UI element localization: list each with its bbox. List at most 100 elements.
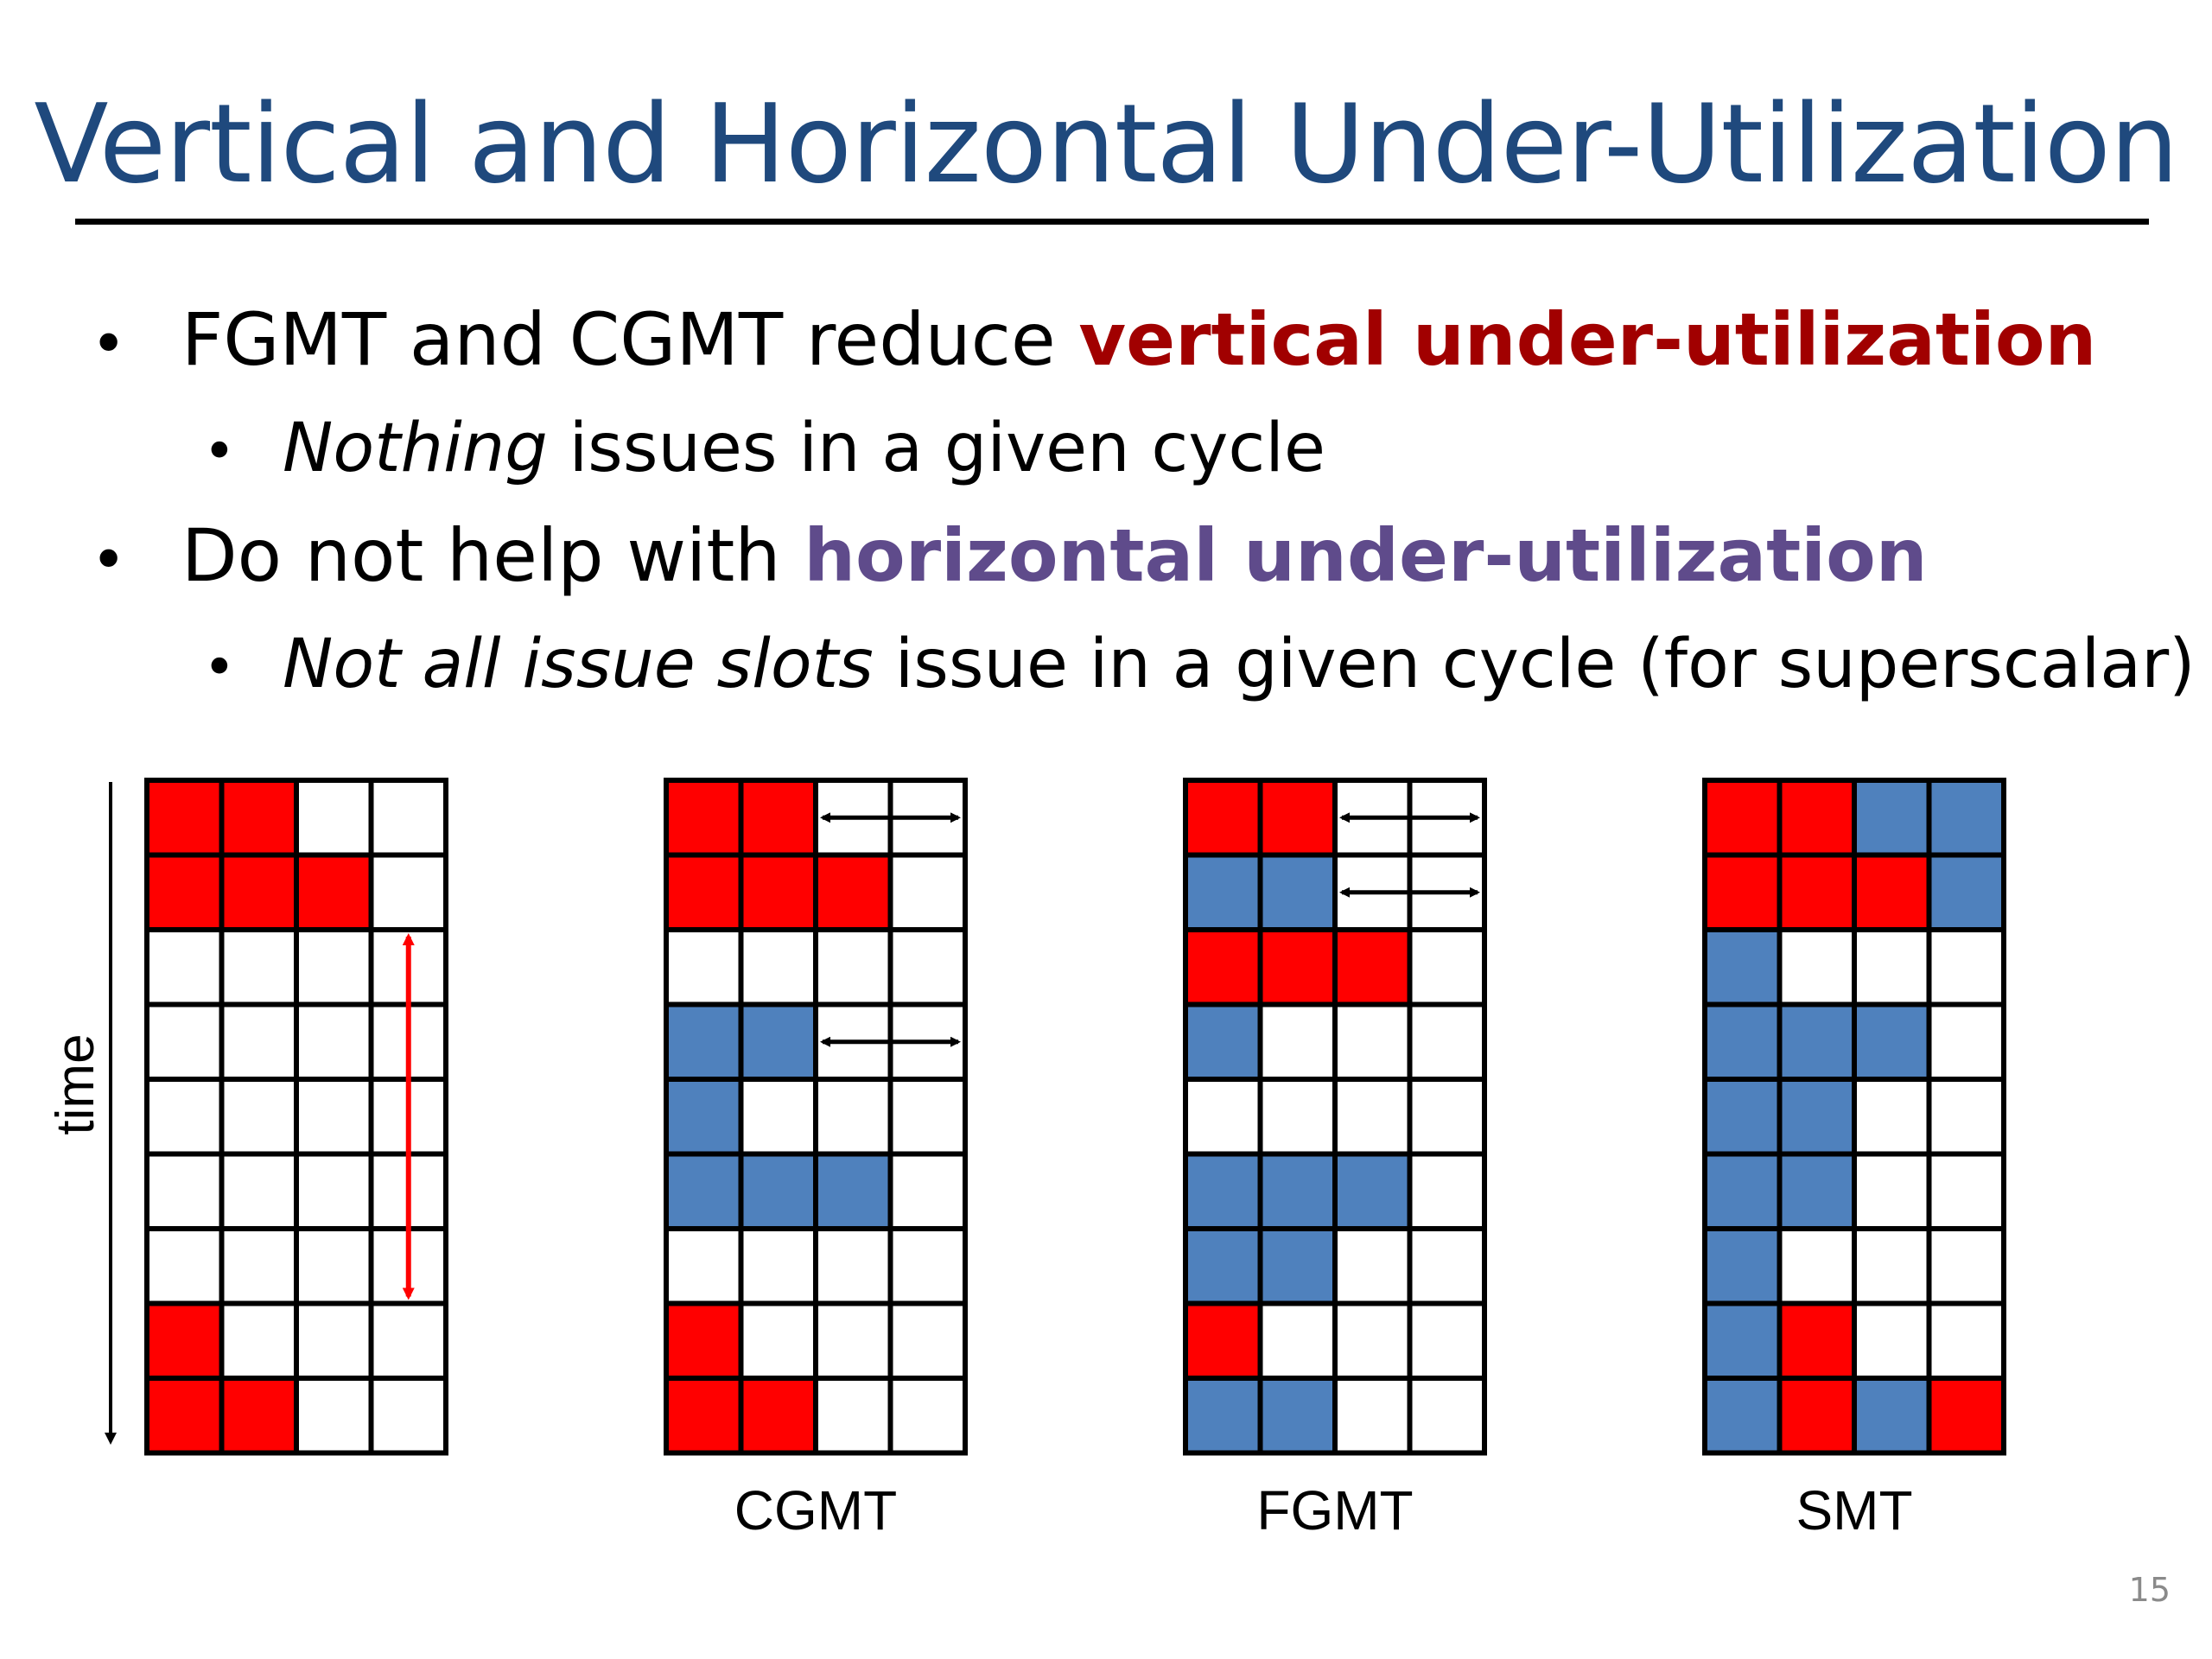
issue-slot <box>1852 1077 1932 1157</box>
issue-slot <box>1926 1001 2006 1082</box>
issue-slot <box>738 852 818 932</box>
issue-slot <box>813 1376 893 1456</box>
issue-slot <box>1702 1077 1783 1157</box>
sub-bullet-2-italic: Not all issue slots <box>283 626 874 703</box>
issue-slot <box>1926 1226 2006 1306</box>
issue-slot <box>813 1077 893 1157</box>
issue-slot <box>1407 1300 1487 1381</box>
issue-slot <box>144 778 225 858</box>
issue-grid-smt: SMT <box>1702 778 2006 1541</box>
issue-slot <box>1407 1226 1487 1306</box>
issue-slot <box>1852 852 1932 932</box>
issue-slot <box>368 1376 448 1456</box>
issue-slot <box>219 1151 299 1231</box>
bullet-2: Do not help with horizontal under-utiliz… <box>181 508 1928 603</box>
issue-slot <box>664 1077 744 1157</box>
grid-label-fgmt: FGMT <box>1256 1479 1413 1541</box>
issue-slot <box>144 1001 225 1082</box>
issue-slot <box>219 1300 299 1381</box>
issue-slot <box>219 1226 299 1306</box>
issue-slot <box>1407 1077 1487 1157</box>
issue-slot <box>144 852 225 932</box>
issue-slot <box>887 852 968 932</box>
issue-slot <box>1777 1077 1857 1157</box>
issue-slot <box>664 852 744 932</box>
issue-slot <box>1926 852 2006 932</box>
issue-grid-fgmt: FGMT <box>1183 778 1487 1541</box>
issue-slot <box>887 927 968 1007</box>
issue-slot <box>887 1226 968 1306</box>
issue-slot <box>294 1001 374 1082</box>
issue-slot <box>664 1151 744 1231</box>
issue-slot <box>738 1226 818 1306</box>
issue-slot <box>1777 1001 1857 1082</box>
issue-slot <box>1926 1151 2006 1231</box>
issue-slot <box>1852 927 1932 1007</box>
issue-slot <box>294 927 374 1007</box>
issue-slot <box>1332 1376 1413 1456</box>
issue-slot <box>294 852 374 932</box>
issue-slot <box>294 1300 374 1381</box>
issue-slot <box>219 1376 299 1456</box>
issue-slot <box>1183 1001 1263 1082</box>
sub-bullet-1: Nothing issues in a given cycle <box>283 401 1325 496</box>
issue-slot <box>738 1300 818 1381</box>
issue-slot <box>1332 1077 1413 1157</box>
issue-slot <box>1777 927 1857 1007</box>
issue-slot <box>1852 1376 1932 1456</box>
issue-slot <box>144 1151 225 1231</box>
page-number: 15 <box>2128 1571 2171 1609</box>
issue-slot <box>887 1077 968 1157</box>
issue-slot <box>368 778 448 858</box>
issue-slot <box>1257 1300 1338 1381</box>
issue-slot <box>1183 1300 1263 1381</box>
issue-slot <box>1407 1151 1487 1231</box>
issue-slot <box>1332 1001 1413 1082</box>
bullet-1: FGMT and CGMT reduce vertical under-util… <box>181 292 2096 387</box>
issue-slot <box>1257 1226 1338 1306</box>
issue-slot <box>1852 1226 1932 1306</box>
issue-slot <box>1183 778 1263 858</box>
issue-slot <box>1332 1226 1413 1306</box>
issue-slot <box>1702 1151 1783 1231</box>
issue-slot <box>144 1300 225 1381</box>
sub-bullet-dot: • <box>203 420 236 484</box>
issue-slot <box>664 1226 744 1306</box>
bullet-2-text: Do not help with <box>181 513 804 598</box>
issue-slot <box>144 1226 225 1306</box>
issue-slot <box>1702 1226 1783 1306</box>
slide-title: Vertical and Horizontal Under-Utilizatio… <box>34 80 2178 207</box>
grid-label-smt: SMT <box>1796 1479 1912 1541</box>
issue-slot <box>887 1376 968 1456</box>
issue-slot <box>294 778 374 858</box>
issue-slot <box>144 1376 225 1456</box>
issue-slot <box>1183 852 1263 932</box>
issue-slot <box>887 1151 968 1231</box>
issue-slot <box>219 778 299 858</box>
sub-bullet-2: Not all issue slots issue in a given cyc… <box>283 617 2196 712</box>
title-rule <box>75 219 2149 225</box>
issue-slot <box>1183 1151 1263 1231</box>
vertical-under-utilization-highlight: vertical under-utilization <box>1078 297 2097 382</box>
issue-grid-cgmt: CGMT <box>664 778 968 1541</box>
grids-group: CGMT FGMT SMT <box>144 778 2006 1541</box>
issue-slot <box>1257 1151 1338 1231</box>
issue-slot <box>1702 778 1783 858</box>
issue-slot <box>1926 1300 2006 1381</box>
issue-slot <box>1332 927 1413 1007</box>
issue-slot <box>738 1077 818 1157</box>
issue-slot <box>219 927 299 1007</box>
issue-slot <box>144 1077 225 1157</box>
issue-slot <box>1777 1151 1857 1231</box>
sub-bullet-2-text: issue in a given cycle (for superscalar) <box>873 626 2196 703</box>
issue-slot <box>813 1151 893 1231</box>
issue-slot <box>738 927 818 1007</box>
issue-slot <box>1852 1001 1932 1082</box>
issue-slot <box>1407 927 1487 1007</box>
issue-slot <box>294 1376 374 1456</box>
issue-slot <box>368 852 448 932</box>
issue-slot <box>738 1376 818 1456</box>
issue-slot <box>1257 1376 1338 1456</box>
issue-slot <box>1777 852 1857 932</box>
